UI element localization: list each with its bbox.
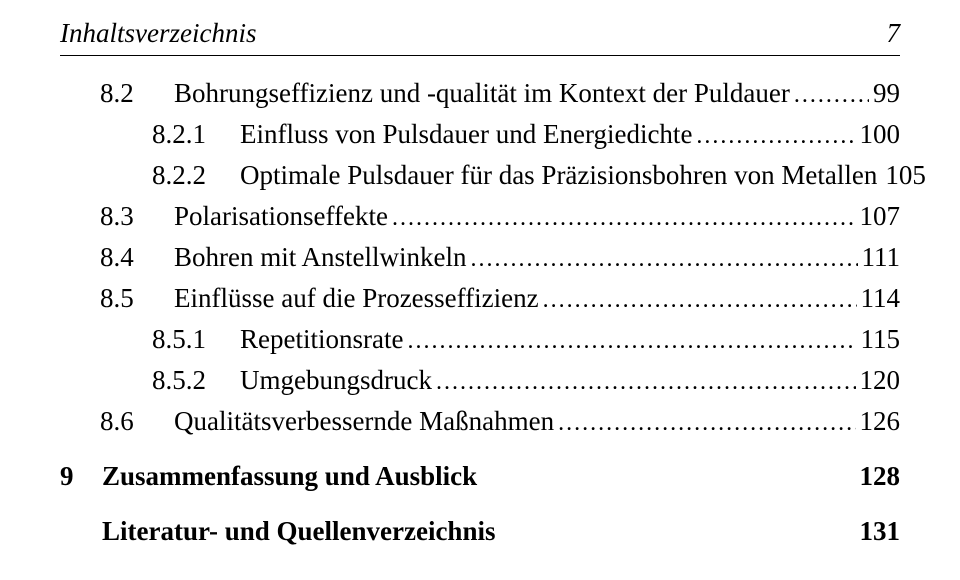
toc-leader-dots [407, 324, 856, 355]
toc-entry-label: Bohrungseffizienz und -qualität im Konte… [174, 78, 790, 109]
table-of-contents: 8.2Bohrungseffizienz und -qualität im Ko… [60, 78, 900, 547]
toc-leader-dots [470, 242, 857, 273]
toc-entry: 8.4Bohren mit Anstellwinkeln 111 [60, 242, 900, 273]
document-page: Inhaltsverzeichnis 7 8.2Bohrungseffizien… [0, 0, 960, 577]
toc-leader-dots [558, 406, 855, 437]
toc-entry-number: 8.5 [100, 283, 174, 314]
toc-entry-label: Literatur- und Quellenverzeichnis [102, 516, 495, 547]
toc-entry-page: 128 [860, 461, 901, 492]
toc-entry-number: 8.2 [100, 78, 174, 109]
toc-leader-dots [794, 78, 869, 109]
toc-entry-page: 120 [860, 365, 901, 396]
running-header: Inhaltsverzeichnis 7 [60, 18, 900, 49]
toc-gap [60, 447, 900, 461]
toc-entry-number: 8.5.1 [152, 324, 240, 355]
header-divider [60, 55, 900, 56]
toc-gap [60, 502, 900, 516]
toc-entry-label: Einflüsse auf die Prozesseffizienz [174, 283, 539, 314]
toc-entry-page: 99 [873, 78, 900, 109]
toc-entry: 8.6Qualitätsverbessernde Maßnahmen 126 [60, 406, 900, 437]
toc-entry-label: Umgebungsdruck [240, 365, 432, 396]
toc-entry-label: Repetitionsrate [240, 324, 403, 355]
toc-entry-page: 131 [860, 516, 901, 547]
toc-entry: 8.2.1Einfluss von Pulsdauer und Energied… [60, 119, 900, 150]
toc-entry-label: Einfluss von Pulsdauer und Energiedichte [240, 119, 692, 150]
toc-entry-page: 100 [860, 119, 901, 150]
toc-entry-label: Qualitätsverbessernde Maßnahmen [174, 406, 554, 437]
toc-leader-dots [543, 283, 857, 314]
toc-entry: 8.2Bohrungseffizienz und -qualität im Ko… [60, 78, 900, 109]
toc-entry-page: 114 [861, 283, 901, 314]
toc-entry-number: 8.4 [100, 242, 174, 273]
toc-entry-number: 8.2.1 [152, 119, 240, 150]
toc-entry-label: Polarisationseffekte [174, 201, 388, 232]
toc-leader-dots [499, 516, 855, 547]
toc-entry: 8.3Polarisationseffekte 107 [60, 201, 900, 232]
toc-leader-dots [392, 201, 856, 232]
toc-entry: 8.5.1Repetitionsrate 115 [60, 324, 900, 355]
toc-entry-page: 115 [861, 324, 901, 355]
toc-entry: 9Zusammenfassung und Ausblick 128 [60, 461, 900, 492]
header-page-number: 7 [887, 18, 901, 49]
toc-entry-number: 8.3 [100, 201, 174, 232]
toc-entry-number: 8.2.2 [152, 160, 240, 191]
toc-leader-dots [481, 461, 855, 492]
toc-entry-number: 8.5.2 [152, 365, 240, 396]
toc-entry-label: Zusammenfassung und Ausblick [102, 461, 477, 492]
toc-entry: Literatur- und Quellenverzeichnis 131 [60, 516, 900, 547]
toc-leader-dots [696, 119, 855, 150]
toc-entry: 8.5Einflüsse auf die Prozesseffizienz 114 [60, 283, 900, 314]
toc-entry: 8.5.2Umgebungsdruck 120 [60, 365, 900, 396]
toc-entry-label: Bohren mit Anstellwinkeln [174, 242, 466, 273]
header-title: Inhaltsverzeichnis [60, 18, 256, 49]
toc-entry-page: 107 [860, 201, 901, 232]
toc-entry-page: 105 [885, 160, 926, 191]
toc-leader-dots [436, 365, 856, 396]
toc-entry-number: 9 [60, 461, 102, 492]
toc-entry: 8.2.2Optimale Pulsdauer für das Präzisio… [60, 160, 900, 191]
toc-entry-page: 126 [860, 406, 901, 437]
toc-entry-page: 111 [862, 242, 901, 273]
toc-entry-number: 8.6 [100, 406, 174, 437]
toc-entry-label: Optimale Pulsdauer für das Präzisionsboh… [240, 160, 877, 191]
